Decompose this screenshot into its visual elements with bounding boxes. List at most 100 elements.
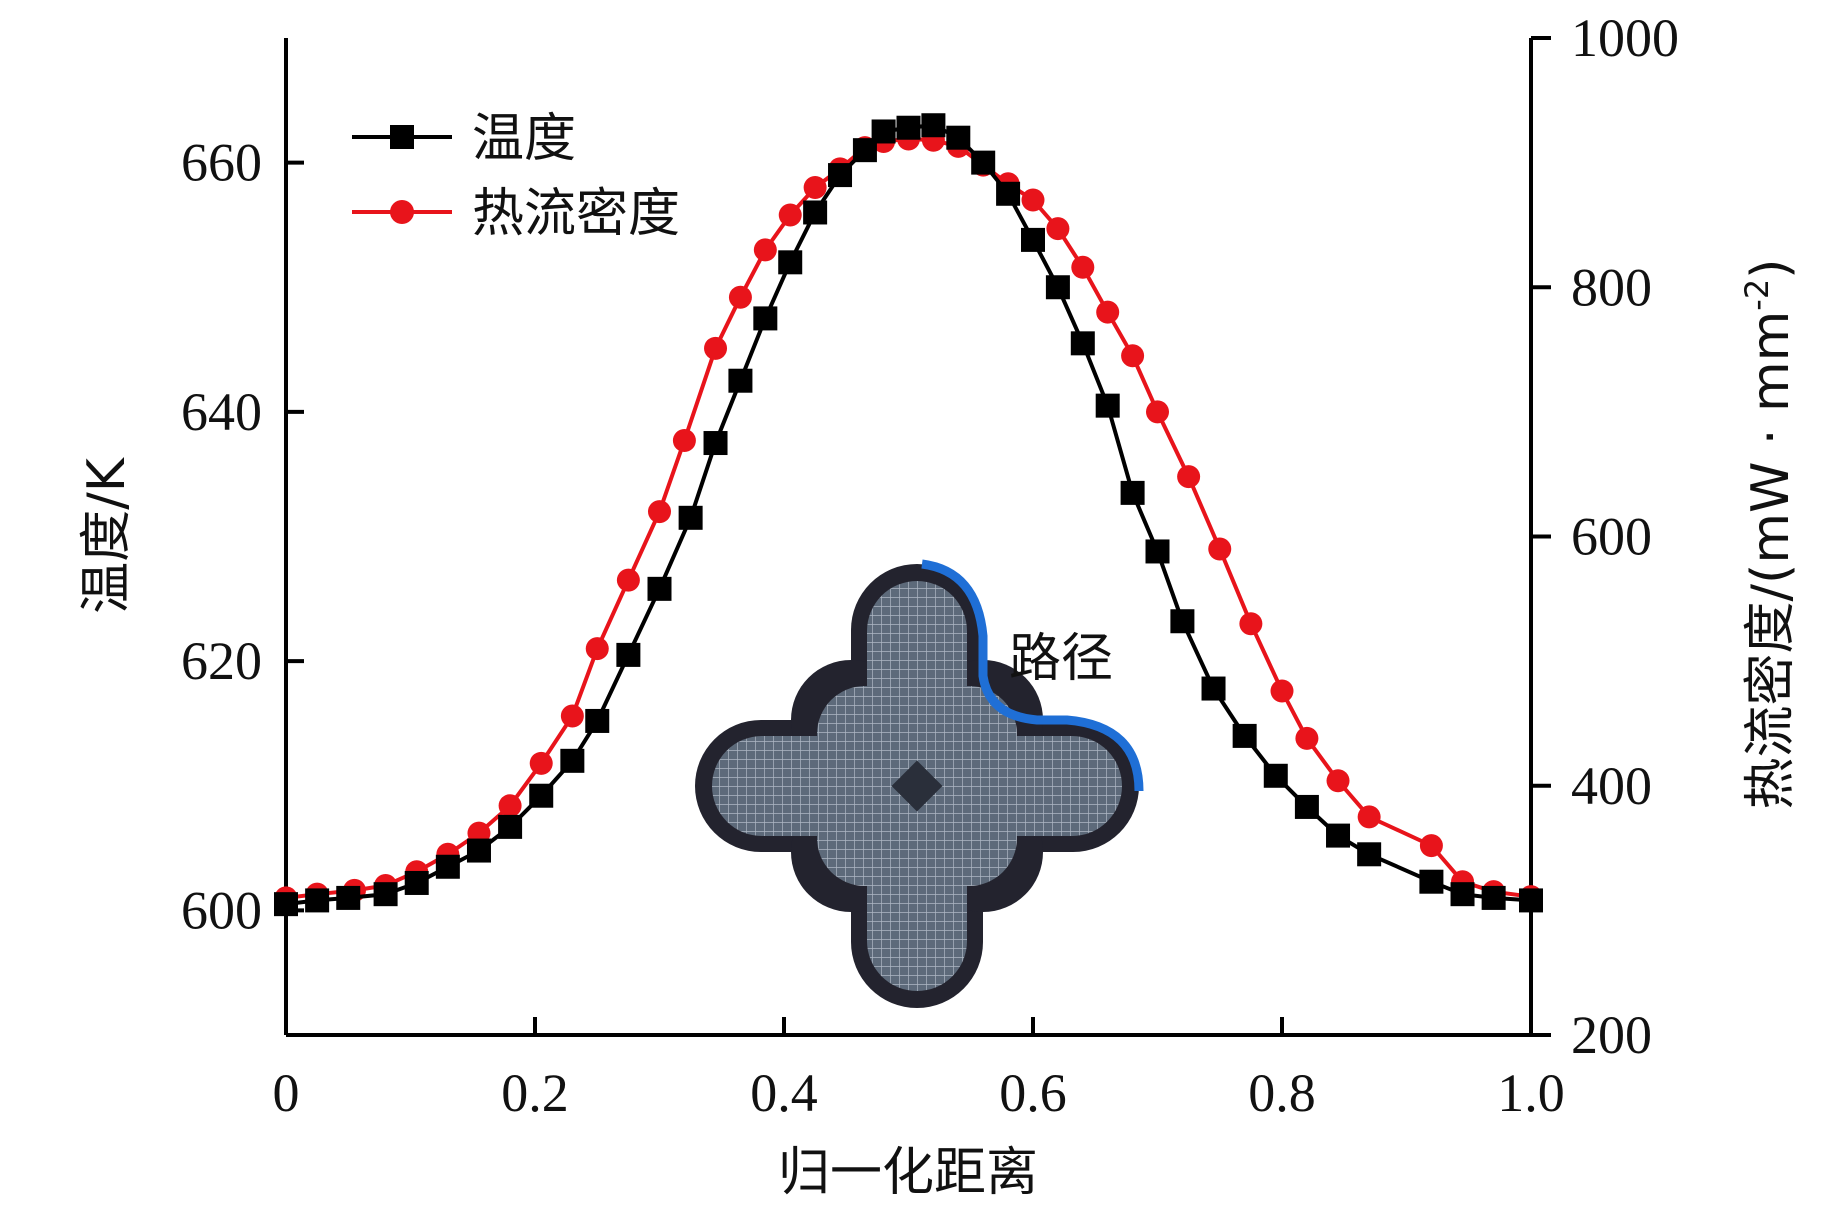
path-highlight [921, 559, 1144, 792]
heat-flux-point [585, 637, 609, 661]
legend-heatflux-label: 热流密度 [472, 184, 680, 244]
heat-flux-point [1021, 188, 1045, 212]
heat-flux-point [672, 429, 696, 453]
heat-flux-point [1270, 679, 1294, 703]
heat-flux-point [728, 285, 752, 309]
temperature-point [896, 115, 921, 140]
inset-path-label: 路径 [1009, 629, 1113, 689]
heat-flux-point [1357, 805, 1381, 829]
temperature-point [305, 888, 330, 913]
temperature-point [678, 505, 703, 530]
left-axis-title: 温度/K [77, 456, 137, 614]
left-y-tick-label: 640 [181, 382, 262, 442]
heat-flux-point [1295, 726, 1319, 750]
right-y-tick-label: 800 [1571, 257, 1652, 317]
right-y-tick-label: 400 [1571, 756, 1652, 816]
heat-flux-point [1239, 612, 1263, 636]
x-tick-label: 0.8 [1248, 1063, 1316, 1123]
temperature-point [1120, 480, 1145, 505]
legend-heatflux-marker [390, 200, 414, 224]
right-axis-title: 热流密度/(mW · mm-2) [1738, 259, 1801, 810]
temperature-point [585, 708, 610, 733]
temperature-point [778, 250, 803, 275]
temperature-point [996, 181, 1021, 206]
right-axis-title-superscript: -2 [1738, 279, 1776, 311]
heat-flux-point [1146, 400, 1169, 424]
heat-flux-point [1208, 537, 1232, 561]
temperature-point [728, 368, 753, 393]
series-layer [274, 113, 1543, 917]
temperature-point [1263, 763, 1288, 788]
temperature-point [1170, 609, 1195, 634]
temperature-point [274, 892, 298, 917]
temperature-point [1450, 882, 1475, 907]
temperature-point [1232, 723, 1257, 748]
heat-flux-point [1071, 255, 1095, 279]
legend-temp-label: 温度 [472, 109, 576, 169]
right-axis-title-close: ) [1741, 259, 1801, 279]
temperature-point [803, 200, 828, 225]
x-tick-label: 1.0 [1497, 1063, 1565, 1123]
right-axis-ticks: 200 400 600 800 1000 [1531, 8, 1679, 1065]
left-y-tick-label: 660 [181, 133, 262, 193]
heat-flux-point [778, 203, 802, 227]
temperature-point [466, 838, 491, 863]
temperature-point [616, 642, 641, 667]
left-y-tick-label: 600 [181, 880, 262, 940]
temperature-point [971, 150, 996, 175]
heat-flux-point [1046, 217, 1070, 241]
left-y-tick-label: 620 [181, 631, 262, 691]
heat-flux-point [1326, 769, 1350, 793]
x-axis-title: 归一化距离 [778, 1143, 1038, 1203]
temperature-point [560, 748, 585, 773]
heat-flux-point [1096, 300, 1120, 324]
temperature-point [1481, 885, 1506, 910]
right-y-tick-label: 600 [1571, 507, 1652, 567]
temperature-point [1357, 842, 1382, 867]
temperature-point [404, 870, 429, 895]
temperature-point [529, 783, 554, 808]
temperature-point [373, 882, 398, 907]
temperature-point [946, 125, 971, 150]
heat-flux-point [1121, 344, 1145, 368]
right-y-tick-label: 200 [1571, 1005, 1652, 1065]
temperature-point [1145, 539, 1170, 564]
temperature-point [1095, 393, 1120, 418]
temperature-point [1519, 888, 1543, 913]
heat-flux-point [704, 336, 728, 360]
temperature-point [753, 306, 778, 331]
temperature-point [1419, 869, 1444, 894]
temperature-series [274, 113, 1543, 917]
heat-flux-point [753, 238, 777, 262]
temperature-point [1021, 227, 1045, 252]
heat-flux-point [616, 568, 640, 592]
x-axis-ticks: 0 0.2 0.4 0.6 0.8 1.0 [273, 1017, 1565, 1123]
heat-flux-point [648, 500, 671, 524]
heat-flux-point [1177, 465, 1201, 489]
legend: 温度 热流密度 [352, 109, 680, 244]
temperature-point [828, 163, 853, 188]
temperature-point [703, 431, 728, 456]
temperature-point [647, 576, 672, 601]
heat-flux-point [560, 704, 584, 728]
cross-section-inset: 路径 [695, 559, 1144, 1008]
temperature-point [498, 814, 523, 839]
temperature-point [1070, 331, 1095, 356]
temperature-point [871, 119, 896, 144]
heat-flux-point [529, 751, 553, 775]
x-tick-label: 0.6 [999, 1063, 1067, 1123]
heat-flux-point [498, 794, 522, 818]
legend-temp-marker [390, 125, 414, 149]
temperature-point [1045, 275, 1070, 300]
right-y-tick-label: 1000 [1571, 8, 1679, 68]
temperature-point [1201, 676, 1226, 701]
heat-flux-point [1419, 834, 1443, 858]
x-tick-label: 0 [273, 1063, 300, 1123]
heat-flux-point [803, 176, 827, 200]
temperature-point [336, 885, 361, 910]
x-tick-label: 0.2 [501, 1063, 569, 1123]
temperature-point [1326, 823, 1351, 848]
temperature-point [1294, 794, 1319, 819]
center-diamond [891, 760, 943, 812]
